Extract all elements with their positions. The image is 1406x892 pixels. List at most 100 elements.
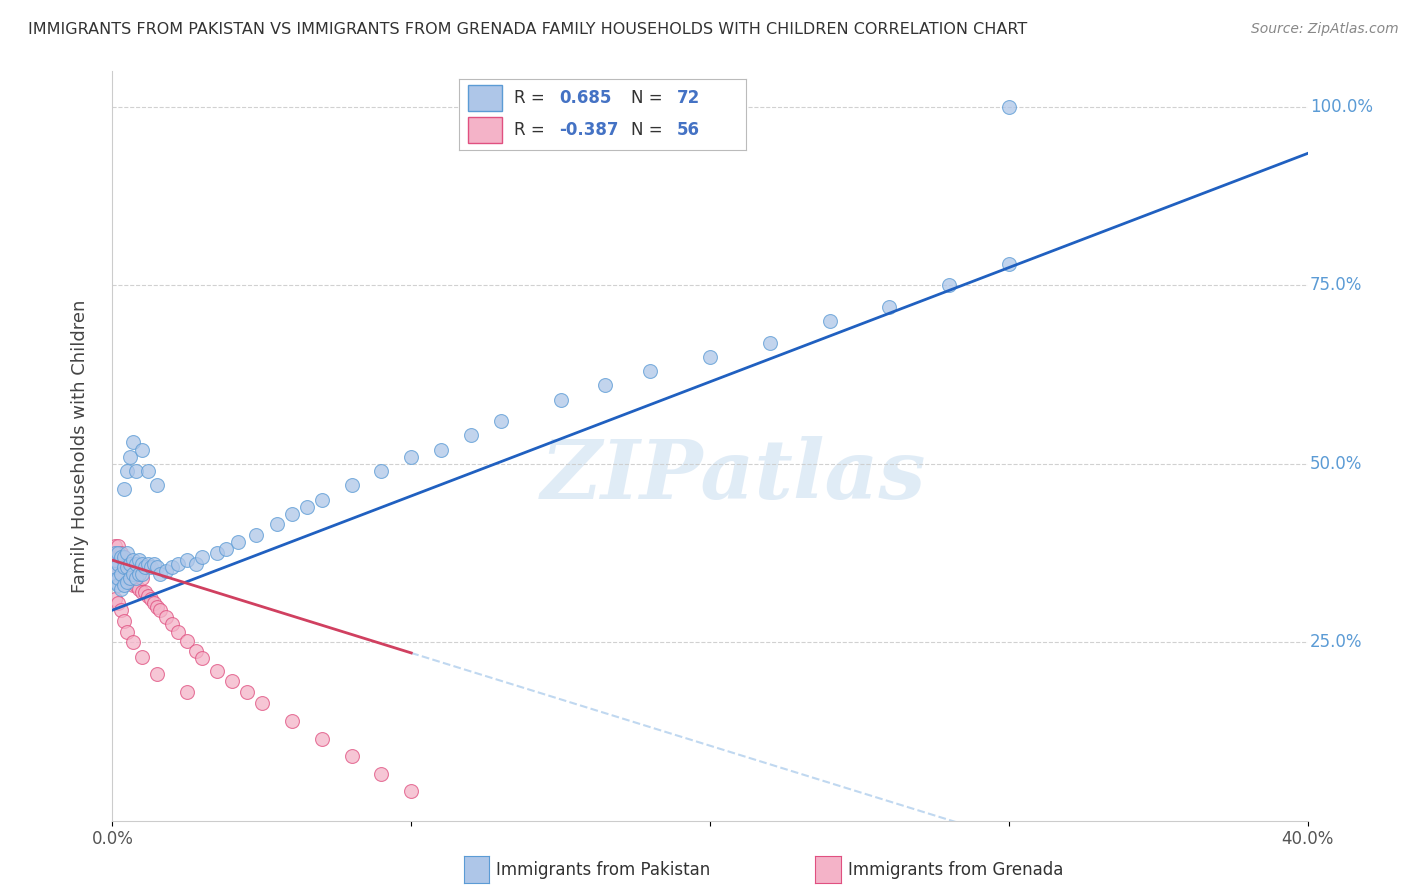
Point <box>107 549 129 564</box>
Point <box>107 567 129 582</box>
Point <box>167 557 190 571</box>
Point <box>110 549 132 564</box>
Point <box>143 557 166 571</box>
Point <box>117 464 139 478</box>
Text: Source: ZipAtlas.com: Source: ZipAtlas.com <box>1251 22 1399 37</box>
Point <box>110 546 132 560</box>
Point <box>104 560 127 574</box>
Point <box>110 603 132 617</box>
Point <box>155 564 177 578</box>
Text: Immigrants from Pakistan: Immigrants from Pakistan <box>496 861 710 879</box>
Point <box>295 500 318 514</box>
Point <box>146 478 169 492</box>
Point <box>162 560 183 574</box>
Point <box>114 549 135 564</box>
Point <box>215 542 238 557</box>
Point <box>114 560 135 574</box>
Point <box>107 546 129 560</box>
Point <box>110 567 132 582</box>
Point <box>104 574 127 589</box>
Point <box>128 567 150 582</box>
Point <box>176 553 198 567</box>
Point <box>114 549 135 564</box>
Point <box>104 592 127 607</box>
Point <box>107 557 129 571</box>
Point <box>120 574 142 589</box>
Point <box>186 644 208 658</box>
Point <box>226 535 249 549</box>
Point <box>138 589 160 603</box>
Point <box>266 517 288 532</box>
Point <box>370 464 392 478</box>
Point <box>141 560 163 574</box>
Point <box>125 578 148 592</box>
Point <box>401 450 423 464</box>
Point <box>146 599 169 614</box>
Point <box>114 482 135 496</box>
Text: ZIPatlas: ZIPatlas <box>541 436 927 516</box>
Point <box>120 557 142 571</box>
Point <box>138 464 160 478</box>
Point <box>191 651 214 665</box>
Point <box>128 582 150 596</box>
Point <box>117 624 139 639</box>
Text: IMMIGRANTS FROM PAKISTAN VS IMMIGRANTS FROM GRENADA FAMILY HOUSEHOLDS WITH CHILD: IMMIGRANTS FROM PAKISTAN VS IMMIGRANTS F… <box>28 22 1028 37</box>
Point <box>134 585 156 599</box>
Point <box>104 567 127 582</box>
Point <box>191 549 214 564</box>
Point <box>131 649 153 664</box>
Point <box>143 596 166 610</box>
Point <box>149 603 172 617</box>
Point <box>114 571 135 585</box>
Point <box>107 539 129 553</box>
Point <box>104 546 127 560</box>
Point <box>122 578 145 592</box>
Point <box>104 539 127 553</box>
Point <box>110 582 132 596</box>
Point <box>125 557 148 571</box>
Point <box>149 567 172 582</box>
Point <box>131 557 153 571</box>
Point <box>146 560 169 574</box>
Point <box>370 767 392 781</box>
Point <box>699 350 721 364</box>
Text: Immigrants from Grenada: Immigrants from Grenada <box>848 861 1063 879</box>
Text: 75.0%: 75.0% <box>1310 277 1362 294</box>
Point <box>131 567 153 582</box>
Point <box>205 546 228 560</box>
Point <box>146 667 169 681</box>
Point <box>401 783 423 797</box>
Point <box>110 567 132 582</box>
Point <box>550 392 572 407</box>
Point <box>125 571 148 585</box>
Point <box>640 364 662 378</box>
Point <box>107 596 129 610</box>
Point <box>167 624 190 639</box>
Point <box>595 378 617 392</box>
Point <box>122 435 145 450</box>
Point <box>107 578 129 592</box>
Point <box>117 574 139 589</box>
Point <box>141 592 163 607</box>
Point <box>186 557 208 571</box>
Point <box>430 442 453 457</box>
Point <box>114 560 135 574</box>
Point <box>176 685 198 699</box>
Point <box>104 546 127 560</box>
Point <box>125 464 148 478</box>
Point <box>104 553 127 567</box>
Point <box>104 553 127 567</box>
Point <box>162 617 183 632</box>
Point <box>128 567 150 582</box>
Text: 25.0%: 25.0% <box>1310 633 1362 651</box>
Point <box>117 560 139 574</box>
Y-axis label: Family Households with Children: Family Households with Children <box>70 300 89 592</box>
Point <box>759 335 782 350</box>
Point <box>114 578 135 592</box>
Point <box>311 731 333 746</box>
Point <box>117 546 139 560</box>
Point <box>460 428 482 442</box>
Point <box>998 257 1021 271</box>
Point <box>110 557 132 571</box>
Point <box>117 571 139 585</box>
